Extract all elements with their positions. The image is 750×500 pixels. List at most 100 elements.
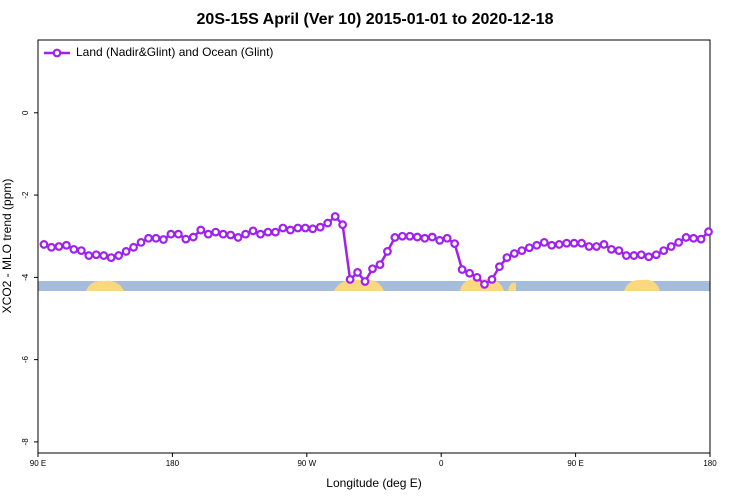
y-tick-label: -2 (21, 191, 30, 199)
data-point (99, 251, 109, 260)
data-point (345, 275, 355, 284)
land-patch (624, 279, 660, 291)
data-point (569, 238, 579, 248)
data-point (554, 240, 564, 249)
legend-label: Land (Nadir&Glint) and Ocean (Glint) (76, 45, 273, 59)
data-point (256, 229, 265, 239)
data-point (76, 246, 86, 256)
data-point (106, 253, 116, 263)
x-axis-label: Longitude (deg E) (326, 476, 421, 490)
data-point (636, 250, 646, 260)
data-point (592, 242, 601, 251)
data-point (69, 244, 79, 254)
data-point (360, 277, 370, 286)
data-point (383, 247, 392, 256)
data-point (233, 233, 243, 242)
data-point (689, 233, 698, 243)
data-point (271, 227, 280, 237)
y-tick-label: -8 (21, 438, 30, 446)
land-ocean-mask (38, 278, 710, 291)
data-point (278, 223, 288, 233)
data-point (420, 233, 430, 243)
land-patch (86, 280, 124, 291)
data-point (84, 251, 94, 260)
data-point (248, 226, 258, 236)
data-point (480, 279, 489, 289)
x-tick-label: 90 W (297, 459, 316, 468)
data-point (614, 246, 624, 256)
data-point (681, 233, 691, 242)
data-point (263, 227, 273, 237)
y-tick-label: -6 (21, 356, 30, 364)
data-point (144, 233, 153, 243)
data-point (674, 237, 684, 247)
x-tick-label: 0 (439, 459, 444, 468)
data-point (442, 233, 452, 243)
data-point (241, 229, 250, 239)
legend-marker (52, 48, 62, 58)
data-point (390, 233, 400, 242)
data-point (644, 252, 654, 262)
y-tick-label: 0 (21, 110, 30, 115)
land-patch (334, 279, 384, 291)
data-point (226, 230, 236, 240)
data-point (666, 242, 676, 251)
data-point (375, 260, 385, 269)
data-point (173, 229, 183, 239)
data-point (166, 229, 176, 239)
data-point (607, 244, 616, 254)
data-point (487, 275, 497, 284)
land-patch (508, 282, 516, 291)
data-point (196, 225, 206, 235)
data-point (599, 240, 609, 249)
data-point (427, 232, 437, 242)
data-point (397, 231, 407, 241)
data-point (47, 242, 56, 252)
data-point (495, 262, 504, 272)
data-point (577, 238, 586, 248)
data-point (300, 223, 310, 233)
data-point (188, 232, 198, 242)
data-point (54, 242, 64, 251)
data-point (338, 220, 348, 230)
data-point (285, 225, 295, 235)
data-point (457, 265, 467, 274)
data-point (450, 239, 460, 249)
data-point (509, 249, 519, 258)
data-point (308, 224, 318, 234)
data-point (532, 240, 542, 250)
data-point (472, 272, 482, 282)
data-point (621, 251, 631, 260)
data-point (61, 240, 71, 250)
data-point (539, 237, 549, 247)
data-point (129, 242, 138, 252)
data-point (121, 247, 131, 256)
data-point (293, 223, 303, 233)
data-point (159, 235, 168, 244)
data-point (524, 243, 534, 253)
data-point (502, 253, 512, 263)
data-point (562, 238, 572, 248)
data-point (651, 250, 661, 260)
data-point (181, 234, 191, 244)
data-point (517, 246, 527, 256)
chart-title: 20S-15S April (Ver 10) 2015-01-01 to 202… (197, 11, 554, 28)
data-point (114, 251, 124, 260)
data-point (696, 234, 706, 244)
data-point (659, 246, 669, 256)
data-point (39, 240, 49, 249)
data-point (151, 233, 161, 243)
data-point (412, 232, 422, 242)
data-point (435, 235, 445, 245)
data-point (136, 237, 146, 247)
data-point (368, 264, 377, 274)
data-point (323, 218, 333, 228)
data-point (629, 251, 639, 260)
x-tick-label: 90 E (567, 459, 583, 468)
y-tick-label: -4 (21, 273, 30, 281)
data-point (547, 240, 557, 250)
data-point (203, 229, 213, 239)
data-point (353, 268, 362, 277)
data-point (91, 250, 101, 260)
